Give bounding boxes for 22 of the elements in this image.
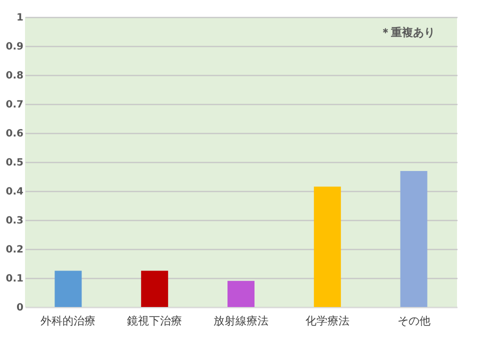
y-tick-label: 0.6 <box>6 128 24 140</box>
bar <box>400 170 428 307</box>
y-tick-label: 0.2 <box>6 244 24 256</box>
y-tick-label: 0.1 <box>6 274 24 284</box>
bar <box>54 270 82 307</box>
y-tick-label: 0.4 <box>6 186 24 198</box>
y-tick-label: 0.9 <box>6 42 24 52</box>
annotation: ＊重複あり <box>380 26 435 39</box>
bar <box>228 280 254 307</box>
bar <box>314 186 341 307</box>
y-tick-label: 0.8 <box>6 70 24 82</box>
y-tick-label: 0.3 <box>6 216 24 226</box>
y-tick-label: 1 <box>16 12 24 24</box>
y-tick-label: 0 <box>16 302 24 314</box>
y-tick-label: 0.7 <box>6 100 24 110</box>
x-tick-label: その他 <box>397 314 430 328</box>
bar <box>141 270 168 307</box>
x-tick-label: 放射線療法 <box>214 314 268 328</box>
x-tick-label: 鏡視下治療 <box>127 314 182 328</box>
x-tick-label: 化学療法 <box>305 314 350 328</box>
x-tick-label: 外科的治療 <box>40 314 96 328</box>
y-tick-label: 0.5 <box>6 158 24 168</box>
